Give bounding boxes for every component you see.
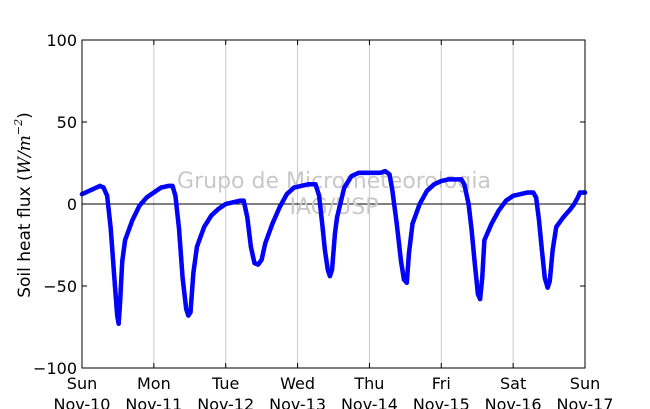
watermark-line-2: IAG/USP [290, 195, 379, 220]
x-tick-label-date: Nov-16 [485, 395, 542, 409]
x-tick-label-day: Tue [211, 374, 239, 393]
x-tick-label-day: Sun [67, 374, 97, 393]
y-axis-label: Soil heat flux (W/m−2) [12, 112, 35, 298]
x-tick-label-day: Wed [280, 374, 315, 393]
y-axis-ticks: 100 50 0 −50 −100 [33, 31, 585, 378]
x-tick-label-day: Mon [137, 374, 171, 393]
x-axis-ticks: Sun Nov-10 Mon Nov-11 Tue Nov-12 Wed Nov-13 Thu N… [54, 40, 614, 409]
x-tick-label-date: Nov-13 [269, 395, 326, 409]
y-tick-label: −50 [43, 277, 77, 296]
y-tick-label: −100 [33, 359, 77, 378]
y-tick-label: 100 [46, 31, 77, 50]
x-tick-label-date: Nov-12 [197, 395, 254, 409]
x-tick-label-day: Sun [570, 374, 600, 393]
series-points [79, 168, 588, 327]
x-tick-label-date: Nov-17 [557, 395, 614, 409]
x-tick-label-date: Nov-11 [125, 395, 182, 409]
watermark: Grupo de Micrometeorologia IAG/USP [177, 169, 491, 220]
x-tick-label-date: Nov-15 [413, 395, 470, 409]
x-tick-label-date: Nov-10 [54, 395, 111, 409]
x-tick-label-day: Fri [432, 374, 451, 393]
y-tick-label: 0 [67, 195, 77, 214]
y-tick-label: 50 [57, 113, 77, 132]
x-tick-label-day: Thu [353, 374, 384, 393]
x-tick-label-date: Nov-14 [341, 395, 398, 409]
x-tick-label-day: Sat [500, 374, 526, 393]
